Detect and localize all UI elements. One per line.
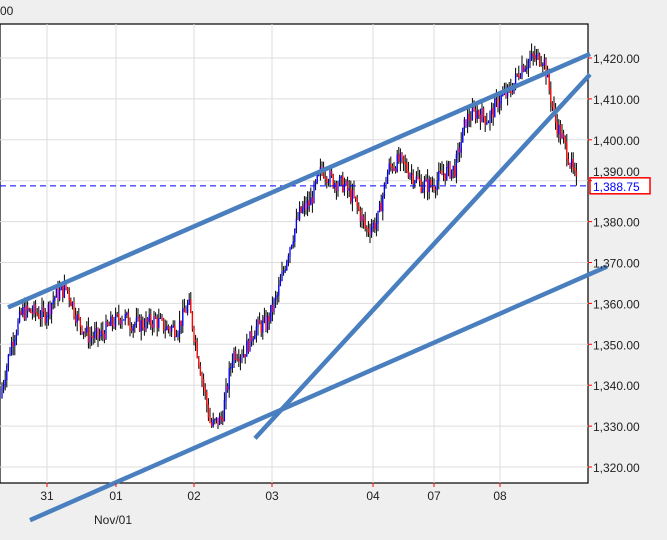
- y-tick-label: 1,370.00: [593, 257, 640, 271]
- y-tick-label: 1,340.00: [593, 379, 640, 393]
- y-tick-label: 1,330.00: [593, 420, 640, 434]
- y-tick-label: 1,350.00: [593, 338, 640, 352]
- x-sublabel: Nov/01: [94, 513, 132, 527]
- y-tick-label: 1,380.00: [593, 216, 640, 230]
- y-tick-label: 1,390.00: [593, 165, 640, 179]
- x-tick-label: 31: [40, 489, 54, 503]
- y-tick-label: 1,410.00: [593, 93, 640, 107]
- x-tick-label: 02: [187, 489, 201, 503]
- y-tick-label: 1,420.00: [593, 52, 640, 66]
- trendline: [253, 72, 592, 440]
- trendline: [7, 51, 591, 310]
- last-price-box: [589, 177, 651, 195]
- x-tick-label: 01: [109, 489, 123, 503]
- x-tick-label: 08: [493, 489, 507, 503]
- x-tick-label: 03: [265, 489, 279, 503]
- trendline: [29, 264, 608, 523]
- cut-off-label: 00: [0, 4, 14, 18]
- y-tick-label: 1,360.00: [593, 297, 640, 311]
- y-tick-label: 1,320.00: [593, 461, 640, 475]
- last-price-label: 1,388.75: [593, 180, 640, 194]
- x-tick-label: 04: [366, 489, 380, 503]
- y-tick-label: 1,400.00: [593, 134, 640, 148]
- x-tick-label: 07: [427, 489, 441, 503]
